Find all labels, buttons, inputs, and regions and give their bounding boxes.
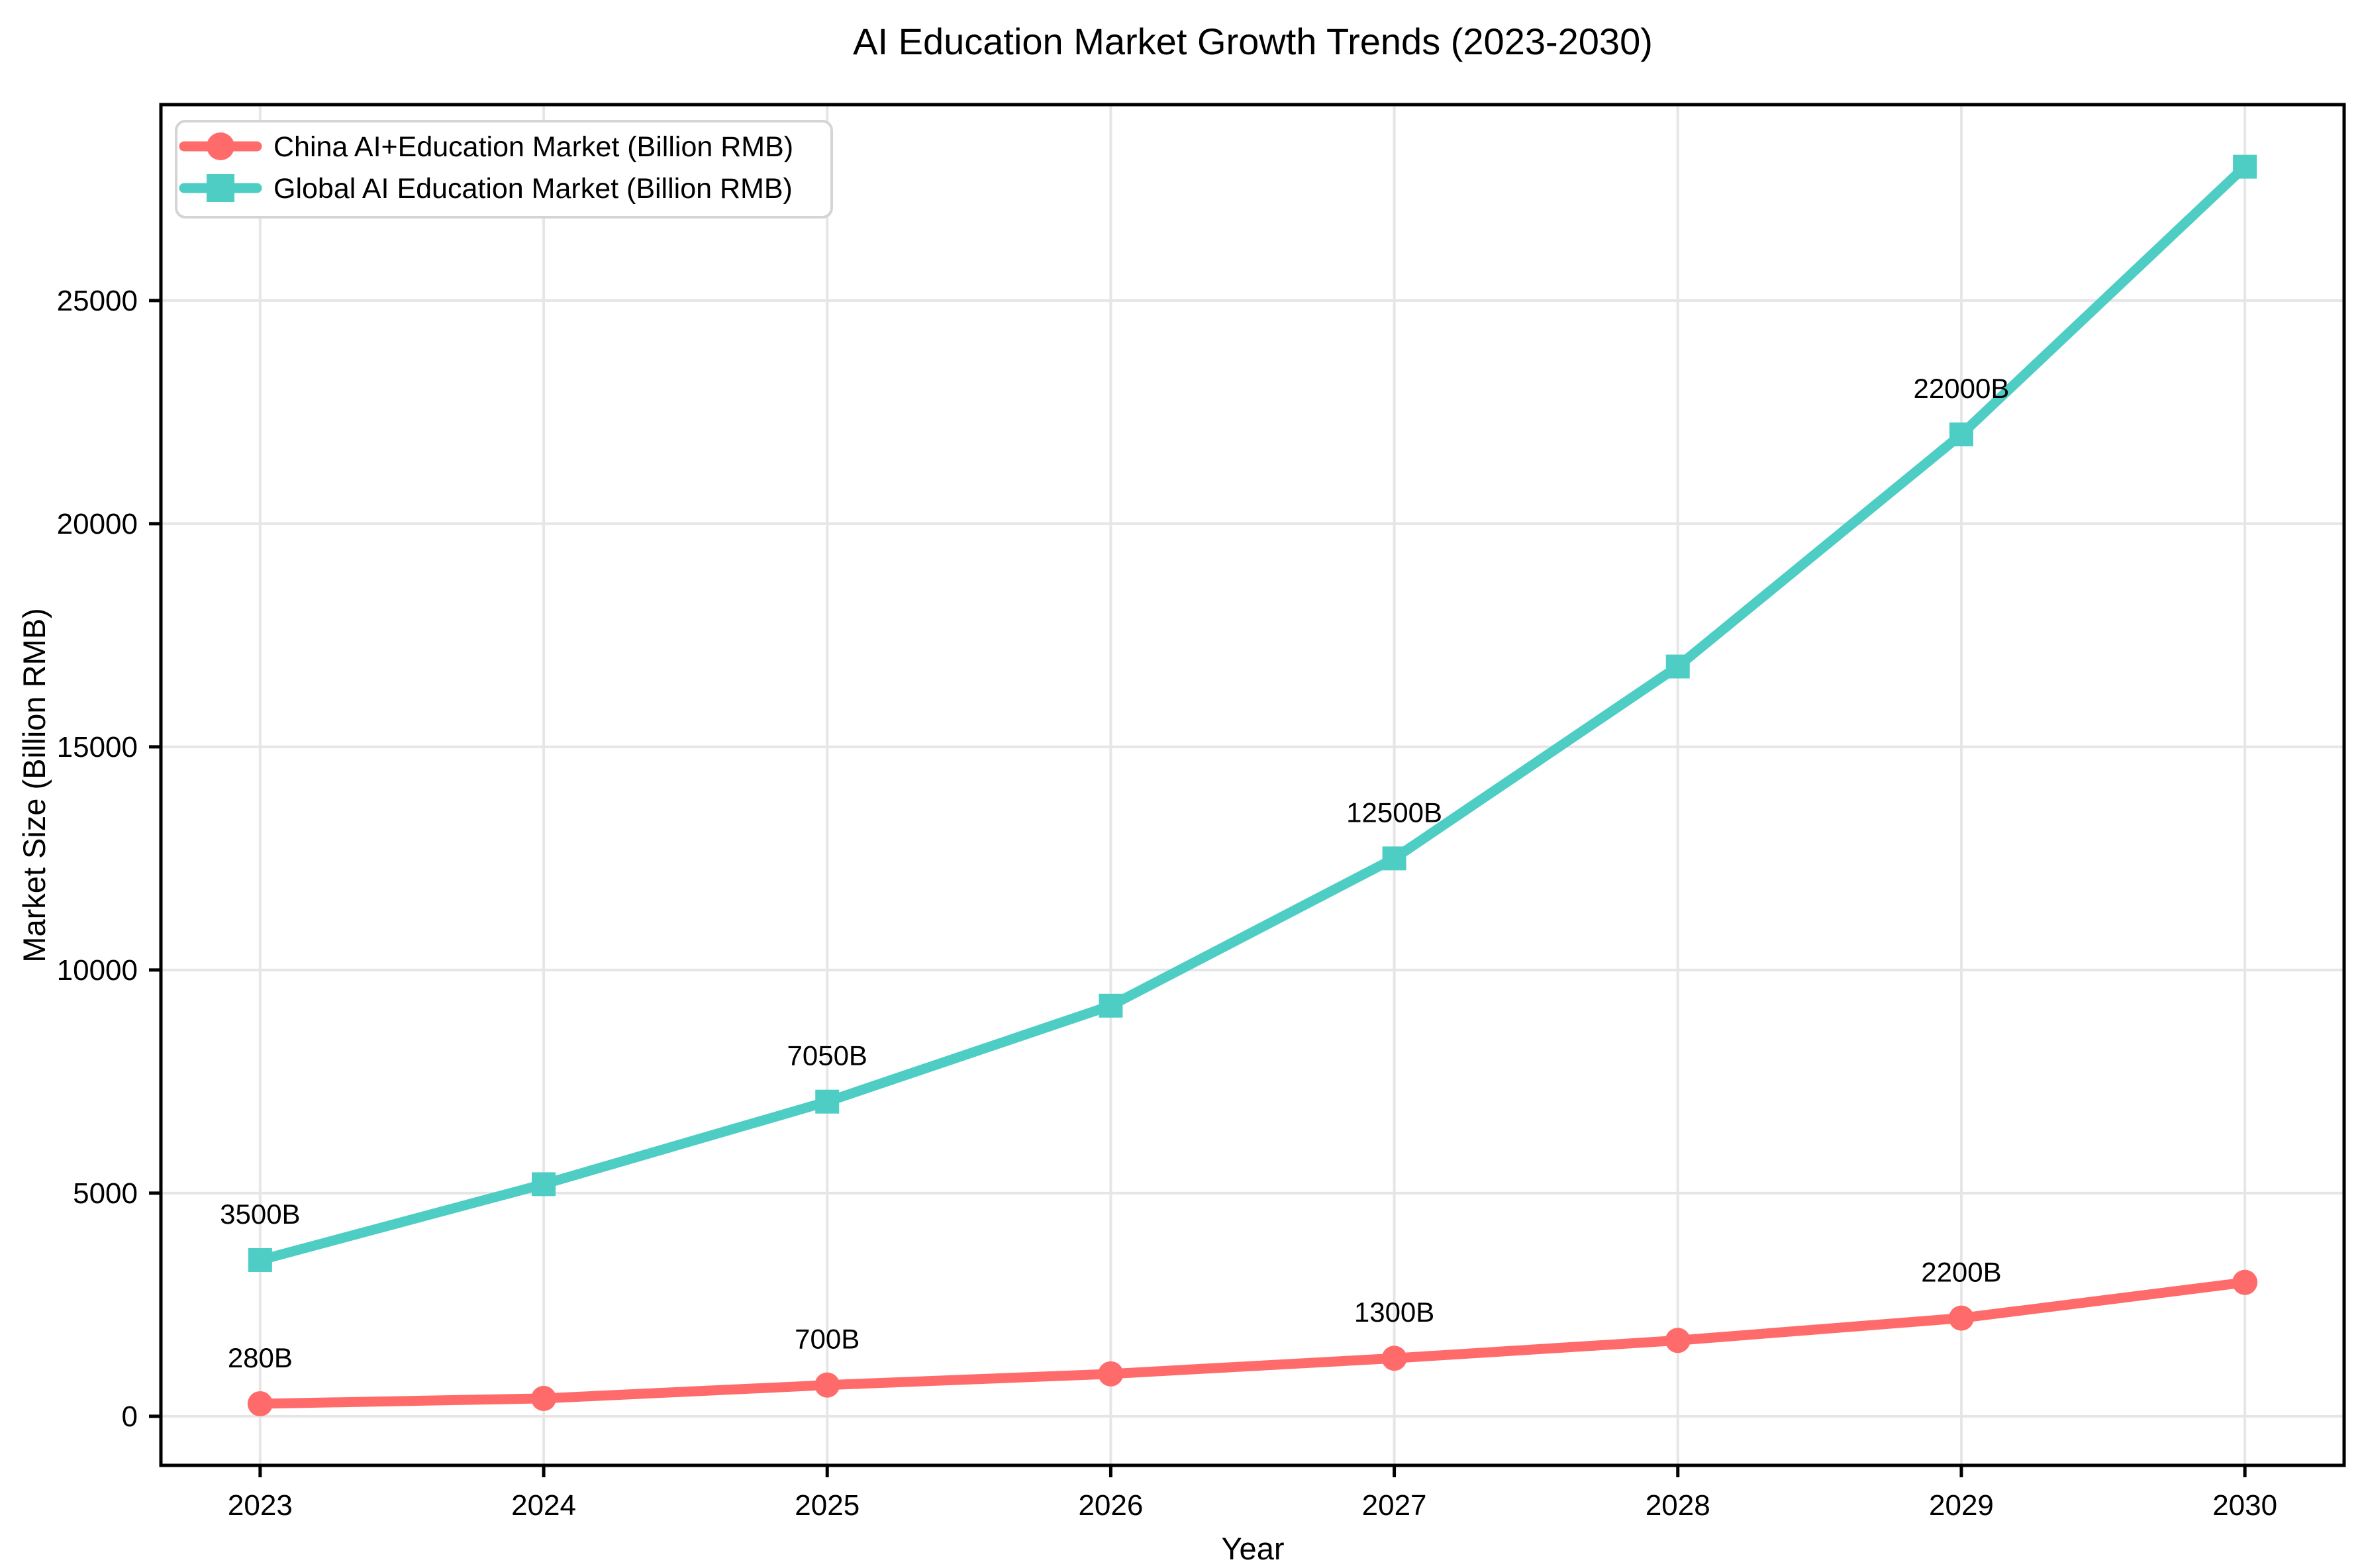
plot-spines: [159, 103, 2346, 1467]
y-tick-label: 20000: [57, 508, 138, 540]
point-value-label: 22000B: [1914, 373, 2010, 404]
x-tick-label: 2027: [1362, 1489, 1427, 1522]
legend-item: Global AI Education Market (Billion RMB): [179, 173, 793, 205]
plot-border: [159, 103, 2346, 1467]
series-layer: [247, 154, 2258, 1416]
data-point-square: [1949, 422, 1973, 447]
data-point-circle: [2232, 1269, 2258, 1295]
point-value-label: 280B: [228, 1342, 293, 1373]
data-point-square: [1665, 654, 1690, 679]
y-tick-label: 0: [122, 1400, 138, 1433]
x-tick-label: 2029: [1929, 1489, 1994, 1522]
axis-ticks: 2023 2024 2025 2026 2027 2028 2029 2030 0 5000 100…: [57, 285, 2277, 1522]
data-point-circle: [814, 1372, 840, 1398]
data-point-circle: [1948, 1305, 1974, 1331]
legend-item-label: Global AI Education Market (Billion RMB): [273, 173, 793, 205]
data-point-square: [2233, 154, 2257, 179]
data-point-circle: [1665, 1328, 1691, 1353]
legend-circle-marker: [207, 132, 234, 160]
series-square: [248, 154, 2257, 1272]
point-value-label: 12500B: [1346, 797, 1442, 828]
point-value-label: 2200B: [1921, 1257, 2001, 1288]
data-point-square: [532, 1172, 556, 1197]
series-line: [255, 1277, 2250, 1409]
y-tick-label: 25000: [57, 285, 138, 317]
y-tick-label: 5000: [73, 1177, 138, 1210]
legend-item: China AI+Education Market (Billion RMB): [179, 131, 793, 163]
y-tick-label: 15000: [57, 731, 138, 763]
data-point-circle: [531, 1385, 557, 1411]
y-tick-label: 10000: [57, 954, 138, 987]
legend-square-marker: [207, 174, 234, 202]
legend: China AI+Education Market (Billion RMB) G…: [175, 120, 833, 219]
legend-item-label: China AI+Education Market (Billion RMB): [273, 131, 793, 163]
point-value-label: 700B: [795, 1324, 860, 1355]
legend-box: [175, 120, 833, 219]
x-tick-label: 2025: [795, 1489, 860, 1522]
data-point-circle: [247, 1391, 273, 1416]
data-point-square: [248, 1248, 272, 1272]
series-circle: [247, 1269, 2258, 1416]
x-tick-label: 2028: [1646, 1489, 1710, 1522]
point-value-label: 1300B: [1354, 1297, 1434, 1328]
data-labels: 280B 700B 1300B 2200B 3500B 7050B 12500B 22000B: [220, 373, 2009, 1373]
x-axis-label: Year: [1222, 1531, 1285, 1566]
data-point-square: [815, 1089, 840, 1114]
point-value-label: 3500B: [220, 1199, 300, 1230]
series-line: [255, 162, 2250, 1265]
y-axis-label: Market Size (Billion RMB): [17, 608, 52, 962]
gridlines: [161, 105, 2344, 1465]
data-point-circle: [1098, 1361, 1124, 1387]
data-point-square: [1382, 846, 1406, 871]
x-tick-label: 2024: [511, 1489, 576, 1522]
x-tick-label: 2023: [228, 1489, 293, 1522]
point-value-label: 7050B: [787, 1040, 867, 1071]
x-tick-label: 2030: [2212, 1489, 2277, 1522]
data-point-square: [1099, 993, 1123, 1018]
data-point-circle: [1381, 1346, 1407, 1371]
x-tick-label: 2026: [1078, 1489, 1143, 1522]
chart-title: AI Education Market Growth Trends (2023-…: [853, 21, 1653, 62]
